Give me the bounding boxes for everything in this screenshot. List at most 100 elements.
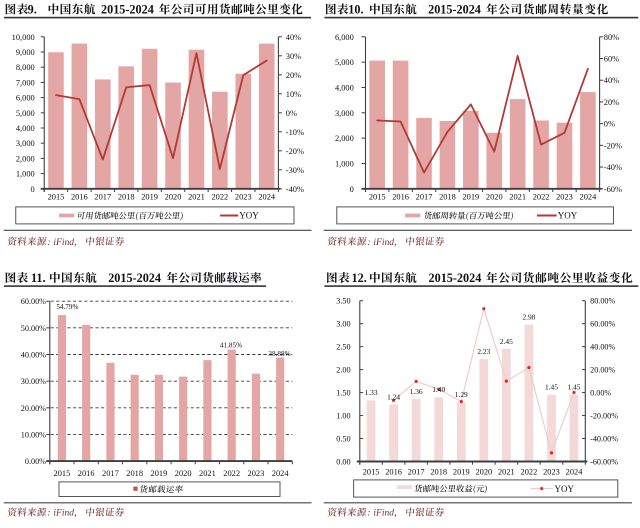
svg-text:2016: 2016 bbox=[385, 468, 402, 477]
svg-text::: : bbox=[47, 509, 50, 519]
svg-text:2021: 2021 bbox=[509, 193, 526, 202]
svg-text:2017: 2017 bbox=[408, 468, 425, 477]
svg-text:2015: 2015 bbox=[363, 468, 380, 477]
svg-text:-40.00%: -40.00% bbox=[590, 435, 618, 444]
svg-text:0.00: 0.00 bbox=[336, 457, 350, 466]
svg-text:2019: 2019 bbox=[151, 469, 168, 478]
svg-text:1.29: 1.29 bbox=[455, 390, 468, 399]
svg-text:2.23: 2.23 bbox=[477, 347, 490, 356]
svg-text:-40%: -40% bbox=[286, 185, 304, 194]
svg-text:20%: 20% bbox=[604, 98, 619, 107]
svg-text:4,000: 4,000 bbox=[16, 124, 35, 133]
svg-text:1,000: 1,000 bbox=[335, 159, 354, 168]
svg-text:20.00%: 20.00% bbox=[21, 404, 46, 413]
svg-text:YOY: YOY bbox=[558, 211, 578, 221]
svg-text:2.00: 2.00 bbox=[336, 366, 350, 375]
svg-text:9.: 9. bbox=[28, 2, 37, 16]
svg-text:2019: 2019 bbox=[141, 193, 158, 202]
svg-text:2023: 2023 bbox=[235, 193, 252, 202]
svg-text:1.50: 1.50 bbox=[336, 389, 350, 398]
svg-text:5,000: 5,000 bbox=[335, 58, 354, 67]
svg-text:40.00%: 40.00% bbox=[590, 343, 615, 352]
svg-text:3.00: 3.00 bbox=[336, 320, 350, 329]
svg-text:2015-2024: 2015-2024 bbox=[428, 2, 481, 16]
svg-text:10,000: 10,000 bbox=[12, 33, 35, 42]
svg-text:40%: 40% bbox=[286, 33, 301, 42]
svg-text:2024: 2024 bbox=[272, 469, 290, 478]
svg-text:0.00%: 0.00% bbox=[590, 389, 611, 398]
svg-text:20.00%: 20.00% bbox=[590, 366, 615, 375]
svg-text:iFind: iFind bbox=[53, 509, 74, 519]
svg-text:9,000: 9,000 bbox=[16, 48, 35, 57]
svg-text:2018: 2018 bbox=[126, 469, 143, 478]
svg-text:0.00%: 0.00% bbox=[25, 457, 46, 466]
svg-text:2016: 2016 bbox=[78, 469, 95, 478]
svg-text:iFind: iFind bbox=[373, 238, 394, 248]
svg-text:50.00%: 50.00% bbox=[21, 324, 46, 333]
svg-text:1.36: 1.36 bbox=[410, 387, 423, 396]
svg-text:2022: 2022 bbox=[223, 469, 240, 478]
svg-text:7,000: 7,000 bbox=[16, 78, 35, 87]
svg-text:8,000: 8,000 bbox=[16, 63, 35, 72]
svg-text:-30%: -30% bbox=[286, 166, 304, 175]
svg-text::: : bbox=[47, 238, 50, 248]
svg-text:0%: 0% bbox=[286, 109, 297, 118]
svg-text:-20.00%: -20.00% bbox=[590, 412, 618, 421]
svg-text::: : bbox=[367, 238, 370, 248]
svg-text:1.40: 1.40 bbox=[432, 385, 445, 394]
svg-text:4,000: 4,000 bbox=[335, 83, 354, 92]
svg-text:38.88%: 38.88% bbox=[268, 350, 290, 358]
svg-text:2018: 2018 bbox=[430, 468, 447, 477]
svg-text:0: 0 bbox=[350, 185, 354, 194]
svg-text:2.45: 2.45 bbox=[500, 337, 513, 346]
svg-text:2024: 2024 bbox=[580, 193, 598, 202]
svg-text:2021: 2021 bbox=[199, 469, 216, 478]
svg-text:2023: 2023 bbox=[248, 469, 265, 478]
svg-text:2016: 2016 bbox=[71, 193, 88, 202]
svg-text:2019: 2019 bbox=[462, 193, 479, 202]
svg-text:2.50: 2.50 bbox=[336, 343, 350, 352]
svg-text:2020: 2020 bbox=[175, 469, 192, 478]
svg-text:6,000: 6,000 bbox=[16, 94, 35, 103]
svg-text:10.: 10. bbox=[348, 2, 363, 16]
svg-text:40.00%: 40.00% bbox=[21, 351, 46, 360]
svg-text:2015-2024: 2015-2024 bbox=[108, 271, 161, 285]
svg-text:1.45: 1.45 bbox=[568, 383, 581, 392]
svg-text:6,000: 6,000 bbox=[335, 33, 354, 42]
svg-text:2015: 2015 bbox=[54, 469, 71, 478]
svg-text:2017: 2017 bbox=[416, 193, 433, 202]
svg-text:54.79%: 54.79% bbox=[56, 303, 78, 311]
svg-text:60.00%: 60.00% bbox=[21, 297, 46, 306]
svg-text:3.50: 3.50 bbox=[336, 297, 350, 306]
svg-text:2015-2024: 2015-2024 bbox=[101, 2, 154, 16]
svg-text:2022: 2022 bbox=[211, 193, 228, 202]
svg-text:-10%: -10% bbox=[286, 128, 304, 137]
svg-text:2020: 2020 bbox=[475, 468, 492, 477]
svg-text:2024: 2024 bbox=[566, 468, 584, 477]
svg-text:30%: 30% bbox=[286, 52, 301, 61]
svg-text:3,000: 3,000 bbox=[16, 139, 35, 148]
svg-text:2024: 2024 bbox=[258, 193, 276, 202]
svg-text:-60%: -60% bbox=[604, 185, 622, 194]
svg-text:2017: 2017 bbox=[102, 469, 119, 478]
svg-text:YOY: YOY bbox=[555, 484, 575, 494]
svg-text:2018: 2018 bbox=[118, 193, 135, 202]
svg-text:41.85%: 41.85% bbox=[220, 342, 242, 350]
svg-text:iFind: iFind bbox=[373, 509, 394, 519]
svg-text:0: 0 bbox=[31, 185, 35, 194]
svg-text::: : bbox=[367, 509, 370, 519]
svg-text:2016: 2016 bbox=[392, 193, 409, 202]
svg-text:40%: 40% bbox=[604, 76, 619, 85]
svg-text:0%: 0% bbox=[604, 120, 615, 129]
svg-text:2023: 2023 bbox=[556, 193, 573, 202]
svg-text:2.98: 2.98 bbox=[522, 312, 535, 321]
svg-text:2020: 2020 bbox=[486, 193, 503, 202]
svg-text:5,000: 5,000 bbox=[16, 109, 35, 118]
svg-text:2018: 2018 bbox=[439, 193, 456, 202]
svg-text:30.00%: 30.00% bbox=[21, 377, 46, 386]
svg-text:iFind: iFind bbox=[53, 238, 74, 248]
svg-text:12.: 12. bbox=[352, 271, 367, 285]
svg-text:2020: 2020 bbox=[165, 193, 182, 202]
svg-text:20%: 20% bbox=[286, 71, 301, 80]
svg-text:3,000: 3,000 bbox=[335, 109, 354, 118]
